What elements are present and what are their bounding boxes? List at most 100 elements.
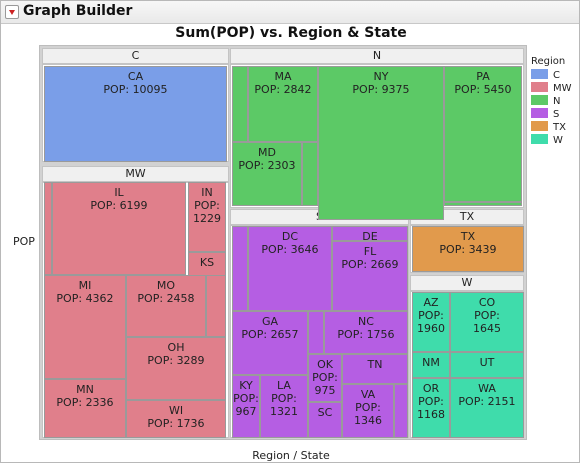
pop-value: 2458 — [166, 292, 195, 305]
tile-md[interactable]: MD POP: 2303 — [232, 142, 302, 206]
y-axis-label: POP — [13, 235, 35, 248]
pop-prefix: POP: — [474, 309, 500, 322]
tile-ca[interactable]: CA POP: 10095 — [44, 66, 227, 162]
pop-prefix: POP: — [56, 396, 83, 409]
pop-prefix: POP: — [147, 417, 174, 430]
pop-prefix: POP: — [194, 199, 220, 212]
tile-wi[interactable]: WI POP: 1736 — [126, 400, 226, 438]
tile-ny[interactable]: NY POP: 9375 — [318, 66, 444, 220]
pop-value: 2657 — [270, 328, 299, 341]
tile-dc[interactable]: DC POP: 3646 — [248, 226, 332, 311]
state-name: KY — [239, 379, 253, 392]
red-triangle-menu-icon[interactable] — [5, 5, 19, 19]
tile-label-in: IN POP: 1229 — [189, 183, 225, 225]
legend-label: TX — [553, 122, 566, 133]
pop-value: 10095 — [132, 83, 168, 96]
state-name: FL — [363, 245, 377, 258]
tile-fl[interactable]: FL POP: 2669 — [332, 241, 408, 311]
legend: Region C MW N S TX W — [531, 56, 572, 147]
tile-label-oh: OH POP: 3289 — [127, 338, 225, 367]
tile-mi[interactable]: MI POP: 4362 — [44, 275, 126, 379]
state-name: SC — [317, 406, 333, 419]
tile-label-de: DE — [333, 227, 407, 240]
tile-label-tn: TN — [343, 355, 407, 371]
tile-label-mo: MO POP: 2458 — [127, 276, 205, 305]
tile-label-ut: UT — [451, 353, 523, 369]
tile-il[interactable]: IL POP: 6199 — [52, 182, 186, 275]
pop-value: 2842 — [283, 83, 312, 96]
tile-label-wi: WI POP: 1736 — [127, 401, 225, 430]
tile-ks[interactable]: KS — [188, 252, 226, 276]
state-name: IL — [114, 186, 124, 199]
tile-label-ky: KY POP: 967 — [233, 376, 259, 418]
tile-sc[interactable]: SC — [308, 402, 342, 438]
pop-value: 1346 — [354, 414, 382, 427]
tile-de[interactable]: DE — [332, 226, 408, 241]
pop-value: 1168 — [417, 408, 445, 421]
treemap-filler-tile — [444, 202, 522, 206]
legend-item-c[interactable]: C — [531, 69, 572, 82]
pop-prefix: POP: — [355, 401, 381, 414]
tile-nm[interactable]: NM — [412, 352, 450, 378]
pop-value: 1645 — [473, 322, 501, 335]
tile-tn[interactable]: TN — [342, 354, 408, 384]
treemap-filler-tile — [44, 182, 52, 275]
state-name: MA — [274, 70, 292, 83]
treemap-filler-tile — [206, 275, 226, 337]
tile-label-dc: DC POP: 3646 — [249, 227, 331, 256]
pop-prefix: POP: — [238, 159, 265, 172]
tile-ut[interactable]: UT — [450, 352, 524, 378]
window-title: Graph Builder — [23, 3, 133, 19]
tile-ky[interactable]: KY POP: 967 — [232, 375, 260, 438]
tile-va[interactable]: VA POP: 1346 — [342, 384, 394, 438]
pop-prefix: POP: — [439, 243, 466, 256]
legend-swatch — [531, 95, 548, 105]
tile-label-la: LA POP: 1321 — [261, 376, 307, 418]
tile-la[interactable]: LA POP: 1321 — [260, 375, 308, 438]
tile-co[interactable]: CO POP: 1645 — [450, 292, 524, 352]
tile-tx[interactable]: TX POP: 3439 — [412, 226, 524, 272]
legend-item-w[interactable]: W — [531, 134, 572, 147]
tile-pa[interactable]: PA POP: 5450 — [444, 66, 522, 202]
legend-item-n[interactable]: N — [531, 95, 572, 108]
tile-label-tx: TX POP: 3439 — [413, 227, 523, 256]
state-name: VA — [360, 388, 376, 401]
tile-wa[interactable]: WA POP: 2151 — [450, 378, 524, 438]
pop-prefix: POP: — [233, 392, 259, 405]
state-name: NC — [358, 315, 374, 328]
pop-prefix: POP: — [147, 354, 174, 367]
tile-ma[interactable]: MA POP: 2842 — [248, 66, 318, 142]
legend-label: W — [553, 135, 563, 146]
tile-or[interactable]: OR POP: 1168 — [412, 378, 450, 438]
tile-label-fl: FL POP: 2669 — [333, 242, 407, 271]
pop-prefix: POP: — [241, 328, 268, 341]
tile-oh[interactable]: OH POP: 3289 — [126, 337, 226, 400]
tile-in[interactable]: IN POP: 1229 — [188, 182, 226, 252]
state-name: NM — [422, 356, 440, 369]
pop-prefix: POP: — [454, 83, 481, 96]
pop-prefix: POP: — [261, 243, 288, 256]
region-header-mw: MW — [42, 166, 229, 182]
tile-label-pa: PA POP: 5450 — [445, 67, 521, 96]
pop-prefix: POP: — [271, 392, 297, 405]
tile-ga[interactable]: GA POP: 2657 — [232, 311, 308, 375]
tile-ok[interactable]: OK POP: 975 — [308, 354, 342, 402]
legend-item-mw[interactable]: MW — [531, 82, 572, 95]
pop-value: 3289 — [176, 354, 205, 367]
tile-mn[interactable]: MN POP: 2336 — [44, 379, 126, 438]
pop-prefix: POP: — [254, 83, 281, 96]
pop-value: 5450 — [483, 83, 512, 96]
pop-value: 967 — [235, 405, 257, 418]
pop-value: 2669 — [370, 258, 399, 271]
tile-label-sc: SC — [309, 403, 341, 419]
state-name: GA — [261, 315, 279, 328]
tile-nc[interactable]: NC POP: 1756 — [324, 311, 408, 354]
pop-prefix: POP: — [103, 83, 130, 96]
tile-az[interactable]: AZ POP: 1960 — [412, 292, 450, 352]
legend-item-s[interactable]: S — [531, 108, 572, 121]
tile-mo[interactable]: MO POP: 2458 — [126, 275, 206, 337]
legend-item-tx[interactable]: TX — [531, 121, 572, 134]
tile-label-az: AZ POP: 1960 — [413, 293, 449, 335]
title-bar: Graph Builder — [1, 1, 579, 24]
